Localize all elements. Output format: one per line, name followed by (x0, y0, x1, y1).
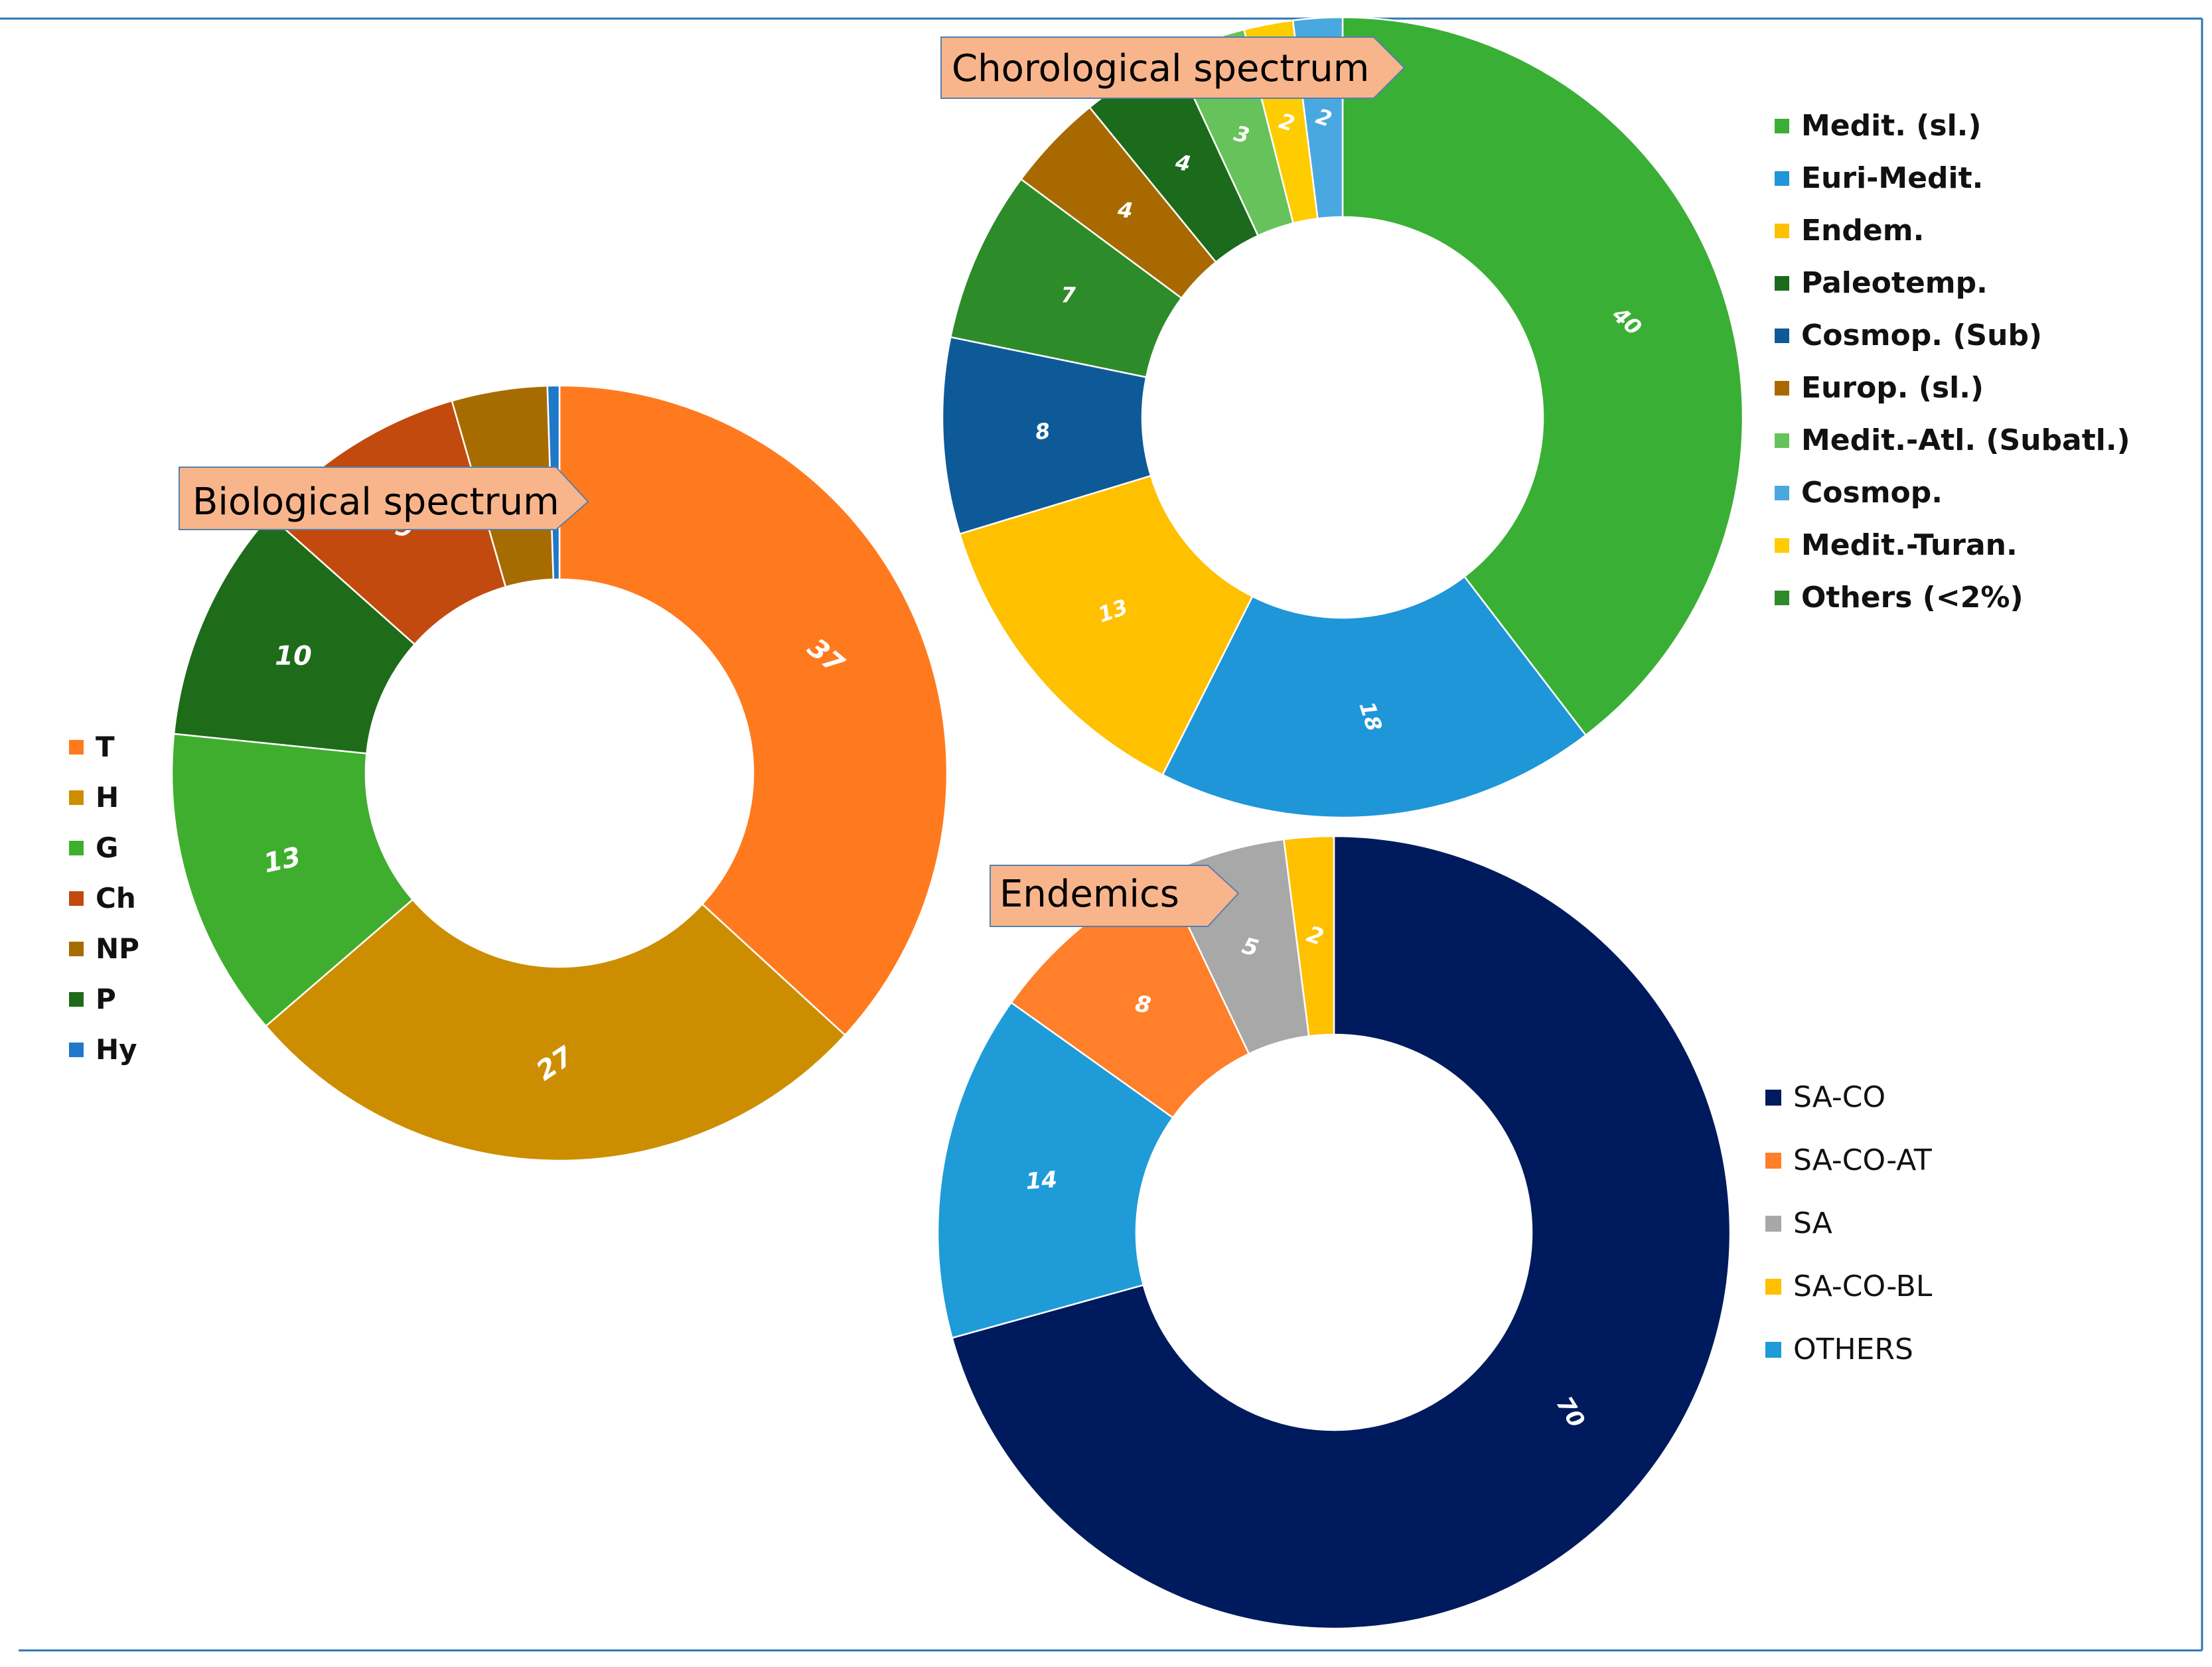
legend-swatch-paleotemp (1775, 276, 1789, 291)
tag-shape (179, 467, 589, 530)
biological-spectrum-chart: 3727131094THGChNPPHy (69, 384, 948, 1162)
legend-swatch-t (69, 740, 84, 755)
legend-label-europ-sl: Europ. (sl.) (1801, 371, 1984, 405)
legend-swatch-ch (69, 891, 84, 906)
legend-swatch-medit-atl-subatl (1775, 433, 1789, 448)
legend-label-euri-medit: Euri-Medit. (1801, 161, 1983, 195)
data-label-others-2: 7 (1061, 282, 1076, 307)
legend-swatch-medit-sl (1775, 119, 1789, 133)
chorological-spectrum-tag: Chorological spectrum (940, 36, 1406, 99)
legend-swatch-sa-co (1765, 1090, 1781, 1106)
legend-label-h: H (96, 781, 119, 814)
legend-label-sa: SA (1793, 1206, 1832, 1240)
data-label-sa-co-at: 8 (1134, 991, 1153, 1019)
donut-slice-h (264, 898, 847, 1162)
data-label-europ-sl: 4 (1116, 196, 1134, 223)
donut-slice-endem (958, 474, 1254, 776)
legend-swatch-others (1765, 1342, 1781, 1358)
legend-swatch-cosmop (1775, 486, 1789, 500)
legend-swatch-sa (1765, 1216, 1781, 1232)
legend-swatch-p (69, 992, 84, 1007)
legend-swatch-sa-co-bl (1765, 1279, 1781, 1295)
biological-spectrum-title: Biological spectrum (192, 480, 559, 524)
legend-label-hy: Hy (96, 1033, 137, 1066)
endemics-title: Endemics (999, 873, 1179, 916)
legend-label-others-2: Others (<2%) (1801, 581, 2024, 615)
donut-slice-others (936, 1001, 1175, 1339)
legend-label-sa-co-at: SA-CO-AT (1793, 1143, 1932, 1177)
donut-slice-euri-medit (1161, 575, 1587, 819)
legend-swatch-hy (69, 1043, 84, 1057)
legend-swatch-sa-co-at (1765, 1153, 1781, 1169)
legend-label-ch: Ch (96, 882, 136, 914)
legend-swatch-h (69, 790, 84, 805)
donut-slice-medit-sl (1341, 16, 1744, 737)
donut-slice-sa-co (951, 835, 1732, 1630)
legend-label-endem: Endem. (1801, 214, 1924, 248)
legend-swatch-medit-turan (1775, 538, 1789, 553)
legend-label-p: P (96, 983, 116, 1015)
legend-swatch-others-2 (1775, 591, 1789, 605)
tag-shape (940, 36, 1406, 99)
legend-swatch-endem (1775, 224, 1789, 238)
tag-shape (990, 865, 1240, 927)
legend-label-cosmop: Cosmop. (1801, 476, 1943, 510)
legend-label-others: OTHERS (1793, 1333, 1913, 1366)
data-label-p: 10 (275, 641, 312, 672)
chorological-spectrum-title: Chorological spectrum (952, 47, 1369, 90)
legend-swatch-cosmop-sub (1775, 328, 1789, 343)
legend-swatch-europ-sl (1775, 381, 1789, 396)
legend-swatch-euri-medit (1775, 171, 1789, 186)
legend-label-cosmop-sub: Cosmop. (Sub) (1801, 319, 2042, 352)
legend-label-t: T (96, 731, 115, 763)
legend-label-np: NP (96, 932, 139, 965)
legend-swatch-np (69, 942, 84, 956)
legend-label-g: G (96, 832, 118, 864)
endemics-tag: Endemics (990, 865, 1240, 927)
data-label-others: 14 (1025, 1167, 1058, 1195)
legend-label-sa-co: SA-CO (1793, 1080, 1885, 1114)
donut-slice-sa-co-bl (1283, 835, 1335, 1037)
legend-label-medit-atl-subatl: Medit.-Atl. (Subatl.) (1801, 423, 2130, 457)
data-label-cosmop-sub: 8 (1033, 418, 1051, 445)
legend-label-sa-co-bl: SA-CO-BL (1793, 1269, 1933, 1303)
legend-label-medit-turan: Medit.-Turan. (1801, 528, 2018, 562)
legend-swatch-g (69, 841, 84, 855)
donut-slice-g (171, 733, 414, 1027)
legend-label-medit-sl: Medit. (sl.) (1801, 109, 1981, 143)
biological-spectrum-tag: Biological spectrum (179, 467, 589, 530)
legend-label-paleotemp: Paleotemp. (1801, 266, 1988, 300)
donut-slice-t (558, 384, 948, 1037)
